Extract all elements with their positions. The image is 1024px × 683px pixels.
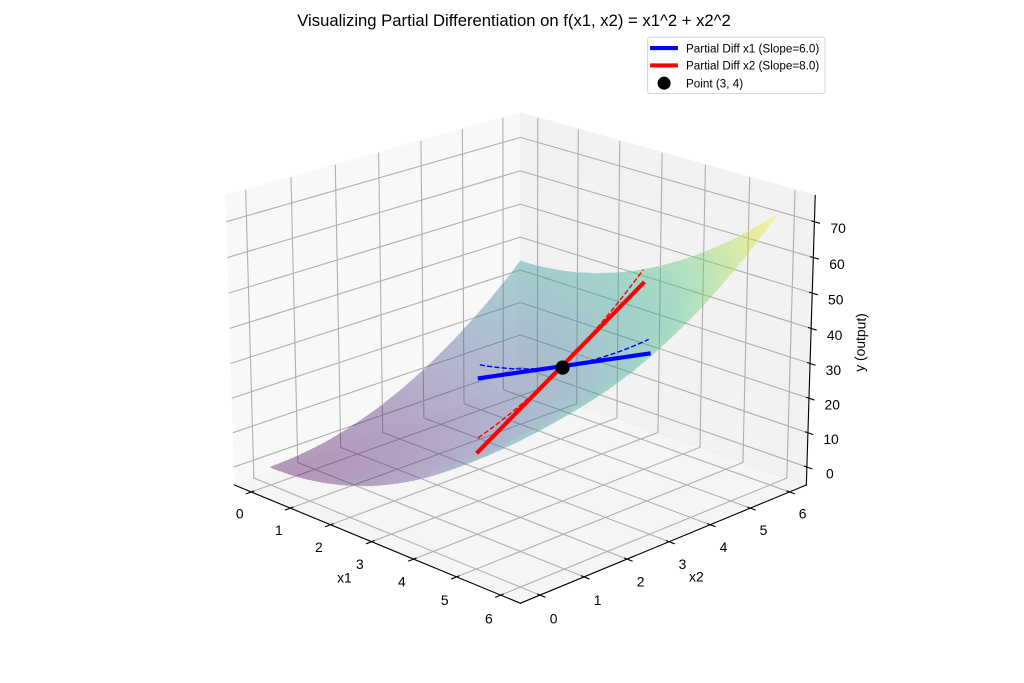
svg-text:0: 0: [826, 465, 834, 481]
svg-text:x1: x1: [337, 569, 352, 585]
svg-text:1: 1: [275, 522, 283, 538]
svg-text:6: 6: [799, 505, 807, 521]
svg-text:4: 4: [720, 539, 728, 555]
svg-text:x2: x2: [689, 569, 704, 585]
svg-text:70: 70: [830, 220, 846, 236]
svg-text:0: 0: [236, 505, 244, 521]
svg-text:10: 10: [823, 431, 839, 447]
svg-text:2: 2: [315, 539, 323, 555]
svg-text:30: 30: [826, 362, 842, 378]
svg-text:40: 40: [827, 327, 843, 343]
svg-text:Visualizing Partial Differenti: Visualizing Partial Differentiation on f…: [297, 11, 731, 30]
svg-text:20: 20: [825, 397, 841, 413]
svg-text:3: 3: [356, 556, 364, 572]
svg-text:5: 5: [441, 592, 449, 608]
svg-text:Partial Diff x2 (Slope=8.0): Partial Diff x2 (Slope=8.0): [686, 60, 819, 73]
svg-text:50: 50: [828, 291, 844, 307]
svg-text:2: 2: [637, 574, 645, 590]
svg-text:Partial Diff x1 (Slope=6.0): Partial Diff x1 (Slope=6.0): [686, 42, 819, 55]
svg-text:0: 0: [550, 610, 558, 626]
svg-text:4: 4: [398, 574, 406, 590]
svg-text:5: 5: [760, 522, 768, 538]
svg-text:6: 6: [485, 610, 493, 626]
svg-text:y (output): y (output): [851, 313, 869, 372]
svg-text:3: 3: [679, 556, 687, 572]
svg-text:1: 1: [594, 592, 602, 608]
svg-text:60: 60: [829, 256, 845, 272]
svg-text:Point (3, 4): Point (3, 4): [686, 77, 743, 90]
